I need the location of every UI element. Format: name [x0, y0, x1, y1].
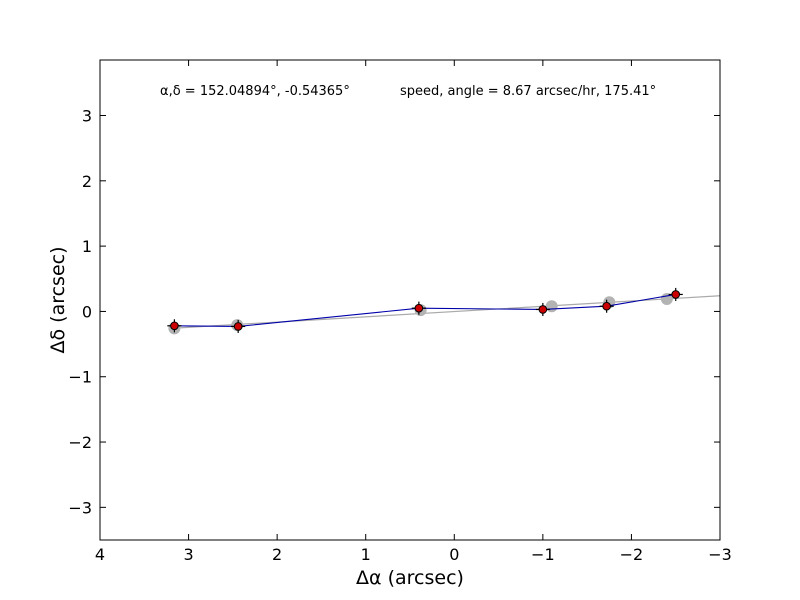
observed-point [671, 290, 681, 299]
x-tick-label: 4 [95, 545, 105, 564]
observed-point [538, 305, 548, 314]
y-axis-label: Δδ (arcsec) [47, 246, 69, 353]
plot-content [167, 287, 720, 335]
fit-line [170, 295, 720, 330]
axis-ticks: 4 3 2 1 0 −1 −2 −3 −3 −2 −1 0 1 2 3 [68, 60, 732, 564]
y-tick-label: 2 [82, 172, 92, 191]
coords-annotation: α,δ = 152.04894°, -0.54365° [160, 84, 350, 99]
y-tick-label: −1 [68, 368, 92, 387]
x-tick-label: −1 [531, 545, 555, 564]
x-tick-label: −3 [708, 545, 732, 564]
plot-area [167, 287, 720, 335]
y-tick-label: −3 [68, 498, 92, 517]
y-tick-label: 1 [82, 237, 92, 256]
speed-annotation: speed, angle = 8.67 arcsec/hr, 175.41° [400, 84, 656, 99]
x-axis-label: Δα (arcsec) [356, 567, 464, 589]
observed-point [414, 303, 424, 313]
predicted-point [545, 300, 558, 313]
x-tick-label: 0 [449, 545, 459, 564]
observed-track-line [174, 293, 676, 327]
observed-point [233, 322, 243, 331]
y-tick-label: 3 [82, 107, 92, 126]
x-tick-label: 1 [361, 545, 371, 564]
x-tick-label: −2 [620, 545, 644, 564]
y-tick-label: −2 [68, 433, 92, 452]
observed-point [602, 301, 611, 311]
x-tick-label: 3 [183, 545, 193, 564]
x-tick-label: 2 [272, 545, 282, 564]
y-tick-label: 0 [82, 302, 92, 321]
plot-frame [99, 59, 721, 541]
observed-point [170, 321, 179, 331]
